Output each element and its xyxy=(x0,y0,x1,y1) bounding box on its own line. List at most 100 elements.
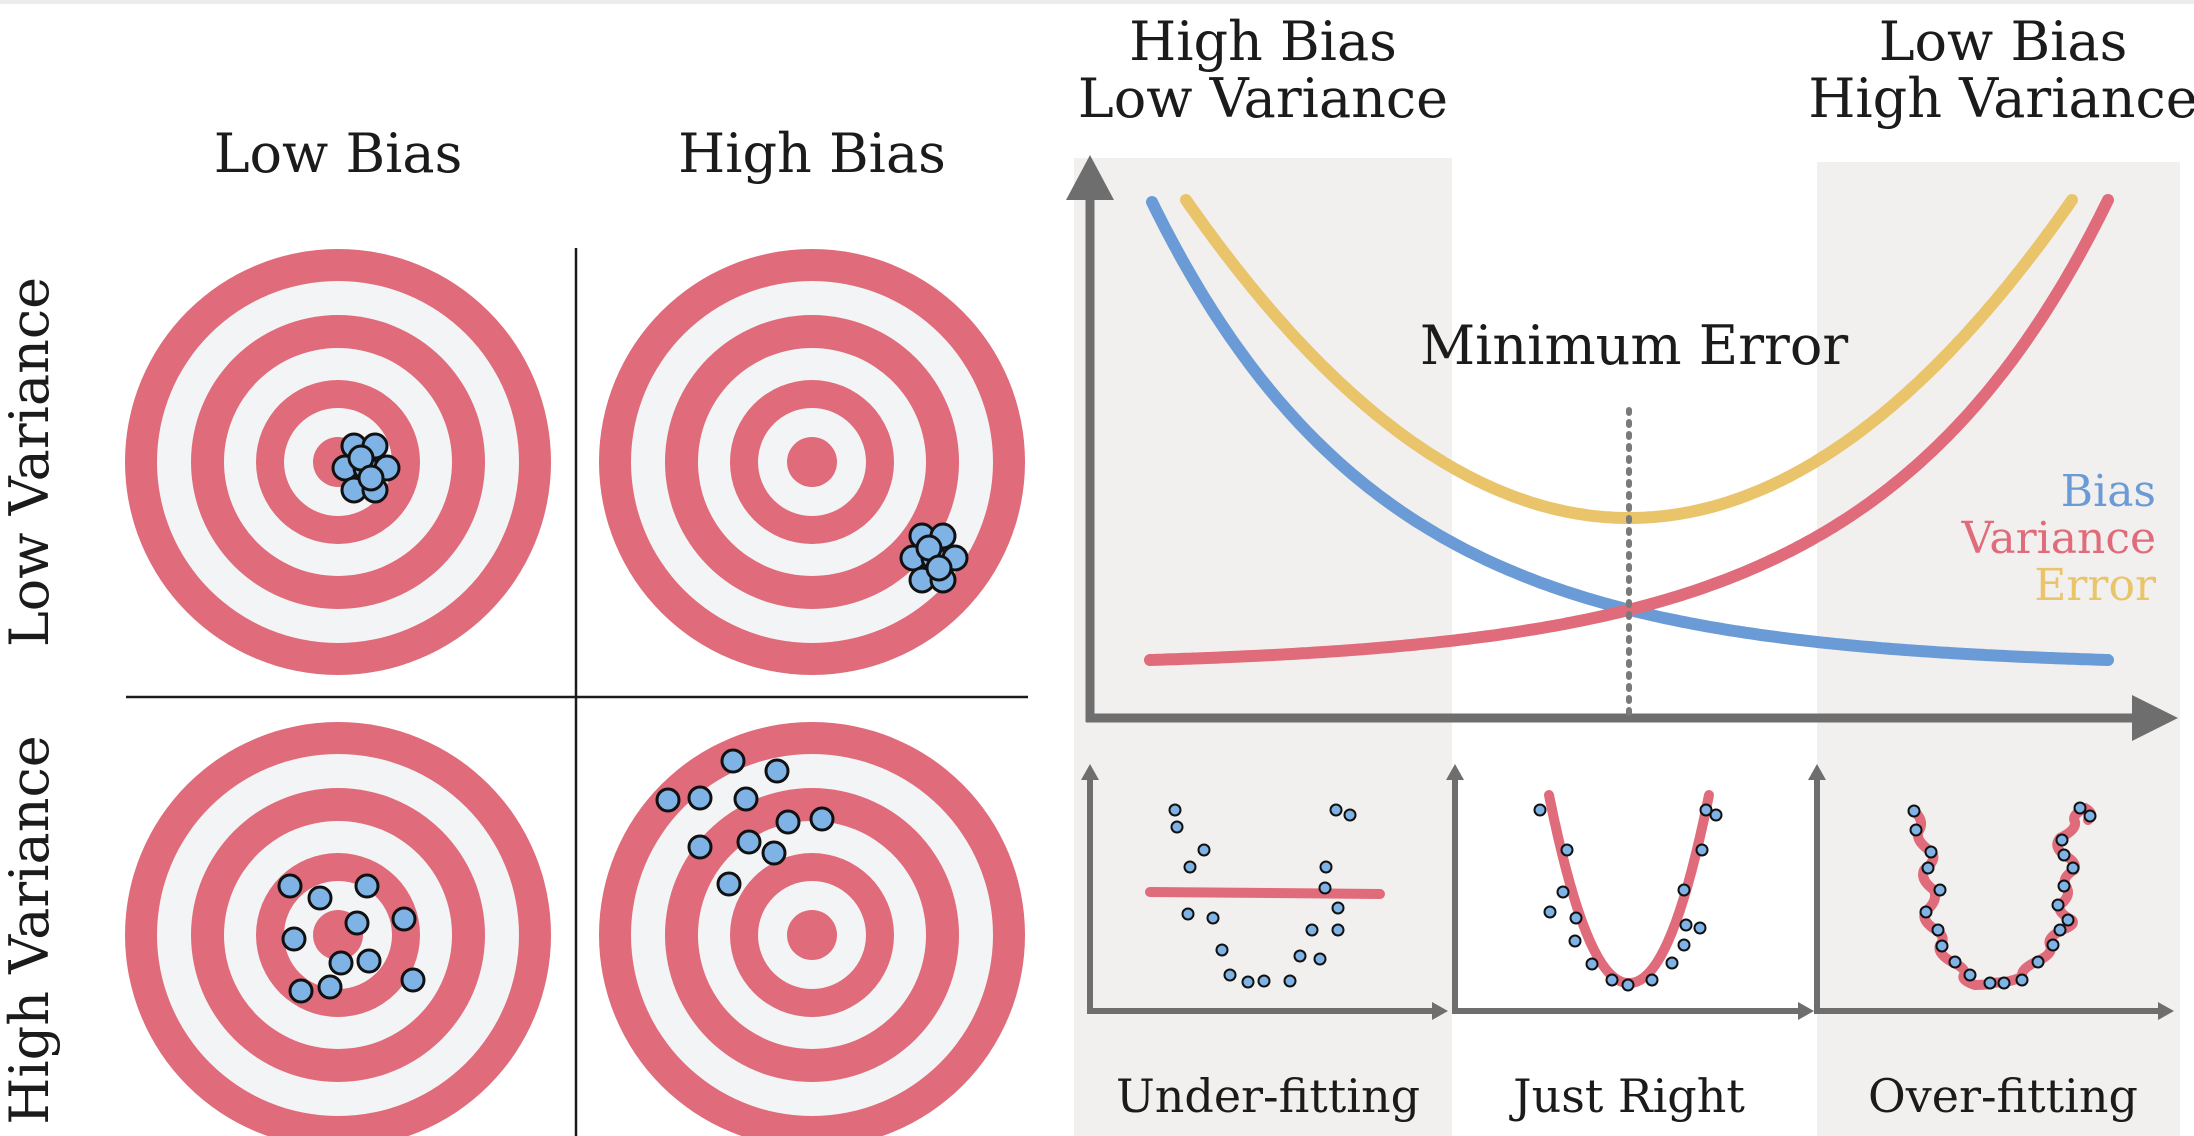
region-label-low-variance: Low Variance xyxy=(1078,67,1448,130)
sample-point xyxy=(1543,905,1557,919)
fit-x-arrow xyxy=(1798,1002,1814,1020)
region-label-high-variance: High Variance xyxy=(1808,67,2194,130)
shot-dot xyxy=(307,885,333,911)
sample-point xyxy=(2051,898,2065,912)
shot-dot xyxy=(356,948,382,974)
sample-point xyxy=(1170,820,1184,834)
sample-point xyxy=(1677,938,1691,952)
sample-point xyxy=(1605,973,1619,987)
sample-point xyxy=(1343,808,1357,822)
sample-point xyxy=(1679,918,1693,932)
tradeoff-y-axis-arrow xyxy=(1066,155,1114,200)
legend-error: Error xyxy=(2034,560,2157,611)
fit-panel-just-right xyxy=(1446,764,1814,1020)
sample-point xyxy=(1695,843,1709,857)
shot-dot xyxy=(764,758,790,784)
target-high-bias-low-variance xyxy=(599,249,1025,675)
sample-point xyxy=(1568,934,1582,948)
row-label-high-variance: High Variance xyxy=(0,735,61,1124)
sample-point xyxy=(1223,968,1237,982)
target-high-bias-high-variance xyxy=(599,722,1025,1136)
sample-point xyxy=(1283,974,1297,988)
shot-dot xyxy=(716,871,742,897)
sample-point xyxy=(1921,861,1935,875)
minimum-error-label: Minimum Error xyxy=(1420,314,1849,377)
shot-dot xyxy=(655,787,681,813)
sample-point xyxy=(1983,976,1997,990)
sample-point xyxy=(1933,883,1947,897)
fit-y-arrow xyxy=(1446,764,1464,780)
sample-point xyxy=(1533,803,1547,817)
sample-point xyxy=(1241,975,1255,989)
shot-dot xyxy=(733,786,759,812)
sample-point xyxy=(1560,843,1574,857)
shot-dot xyxy=(687,785,713,811)
fit-label-underfitting: Under-fitting xyxy=(1116,1069,1420,1123)
shot-dot xyxy=(317,974,343,1000)
sample-point xyxy=(1305,923,1319,937)
region-label-high-bias: High Bias xyxy=(1129,10,1397,73)
sample-point xyxy=(1318,881,1332,895)
tradeoff-x-axis-arrow xyxy=(2132,695,2178,741)
tradeoff-panel: High Bias Low Variance Low Bias High Var… xyxy=(1066,10,2194,1136)
fit-line-flat xyxy=(1145,887,1385,899)
sample-point xyxy=(1919,905,1933,919)
fit-y-arrow xyxy=(1808,764,1826,780)
row-label-low-variance: Low Variance xyxy=(0,277,61,647)
shot-dot xyxy=(357,464,385,492)
shot-dot xyxy=(687,834,713,860)
sample-point xyxy=(2083,809,2097,823)
sample-point xyxy=(1329,803,1343,817)
sample-point xyxy=(2061,913,2075,927)
shot-dot xyxy=(400,967,426,993)
fit-panel-underfitting xyxy=(1081,764,1448,1020)
sample-point xyxy=(1569,911,1583,925)
shot-dot xyxy=(925,554,953,582)
shot-dot xyxy=(391,906,417,932)
target-ring xyxy=(787,910,837,960)
sample-point xyxy=(1556,885,1570,899)
col-label-high-bias: High Bias xyxy=(678,122,946,185)
sample-point xyxy=(1215,943,1229,957)
sample-point xyxy=(1924,845,1938,859)
col-label-low-bias: Low Bias xyxy=(214,122,463,185)
sample-point xyxy=(1693,921,1707,935)
fit-y-arrow xyxy=(1081,764,1099,780)
sample-point xyxy=(1181,907,1195,921)
sample-point xyxy=(1331,923,1345,937)
sample-point xyxy=(1585,957,1599,971)
sample-point xyxy=(2055,833,2069,847)
sample-point xyxy=(1665,956,1679,970)
shot-dot xyxy=(761,840,787,866)
sample-point xyxy=(1699,803,1713,817)
sample-point xyxy=(1257,974,1271,988)
sample-point xyxy=(1709,808,1723,822)
sample-point xyxy=(1313,952,1327,966)
sample-point xyxy=(1997,976,2011,990)
shot-dot xyxy=(736,829,762,855)
sample-point xyxy=(2057,848,2071,862)
sample-point xyxy=(1948,955,1962,969)
fit-panel-overfitting xyxy=(1808,764,2174,1020)
sample-point xyxy=(1931,923,1945,937)
sample-point xyxy=(1963,968,1977,982)
sample-point xyxy=(1183,860,1197,874)
sample-point xyxy=(2053,923,2067,937)
sample-point xyxy=(1645,973,1659,987)
fit-label-overfitting: Over-fitting xyxy=(1868,1069,2138,1123)
sample-point xyxy=(1319,860,1333,874)
target-low-bias-high-variance xyxy=(125,722,551,1136)
sample-point xyxy=(1935,939,1949,953)
shot-dot xyxy=(809,806,835,832)
shot-dot xyxy=(328,950,354,976)
sample-point xyxy=(1677,883,1691,897)
fit-x-arrow xyxy=(1432,1002,1448,1020)
sample-point xyxy=(2073,801,2087,815)
shot-dot xyxy=(281,926,307,952)
shot-dot xyxy=(277,873,303,899)
target-low-bias-low-variance xyxy=(125,249,551,675)
sample-point xyxy=(1206,911,1220,925)
sample-point xyxy=(2031,955,2045,969)
